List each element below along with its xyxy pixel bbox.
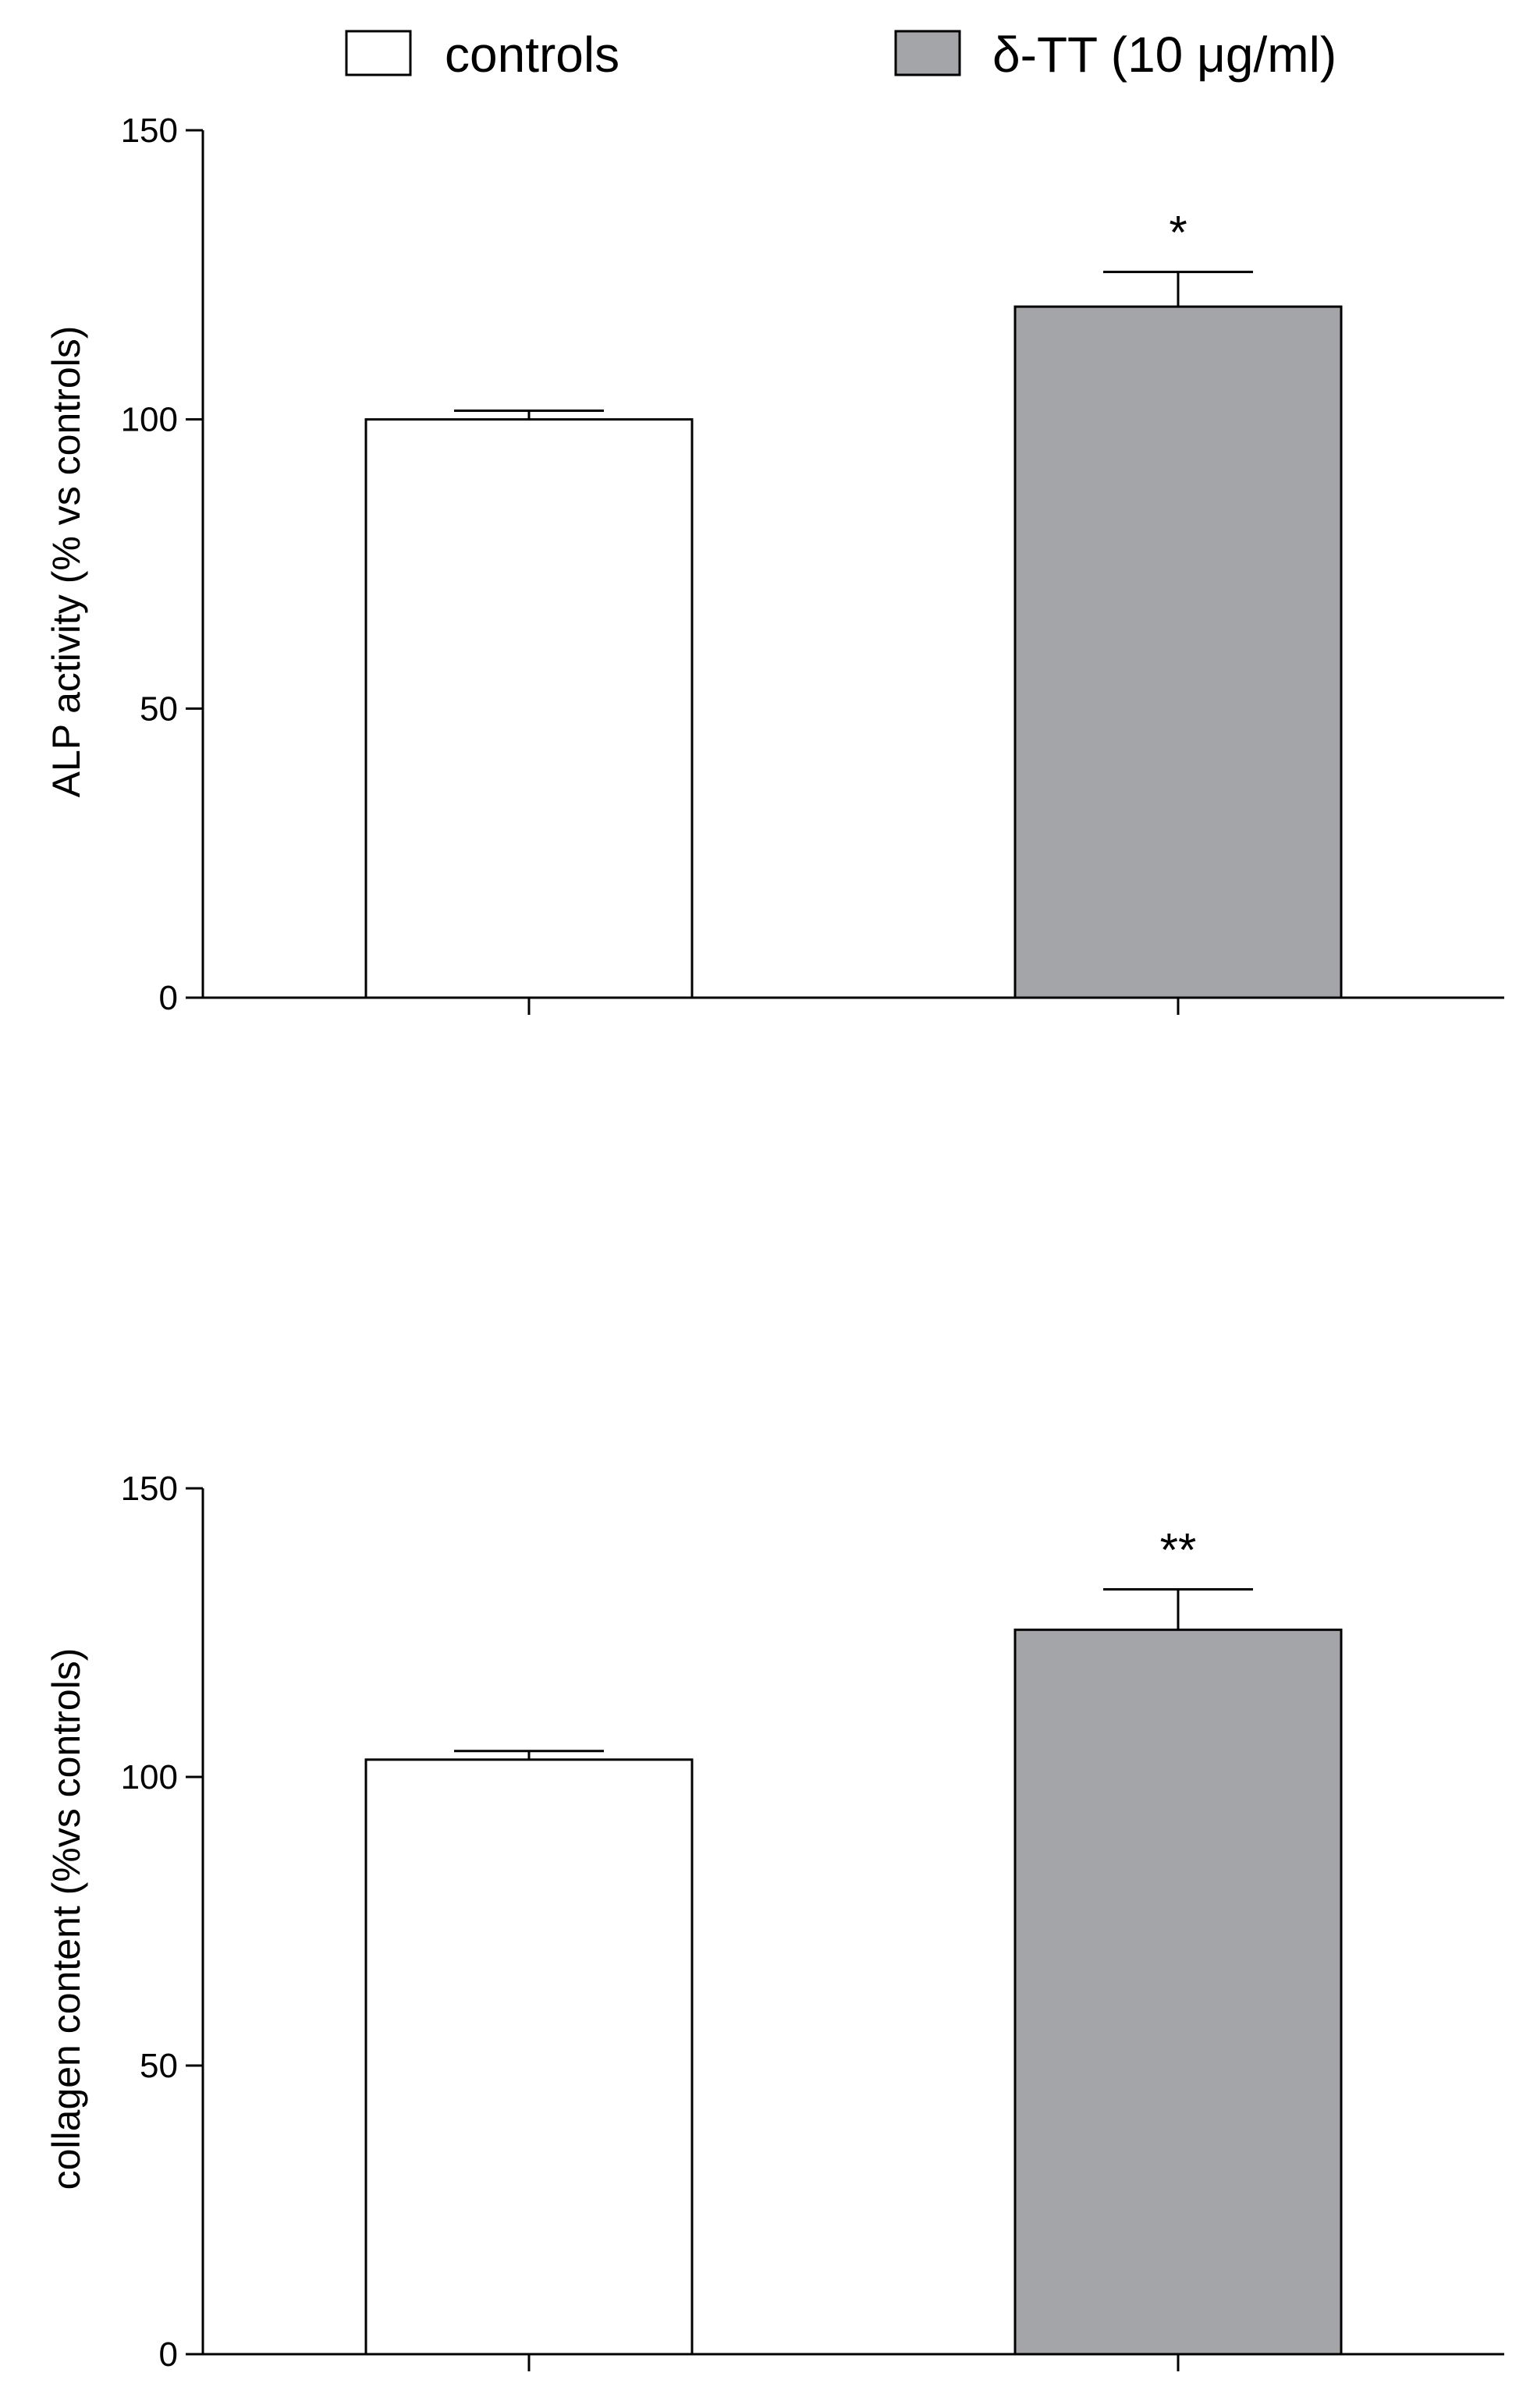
- bar-dtt: [1013, 1628, 1343, 2356]
- bar-controls: [364, 418, 694, 999]
- collagen-content-chart: collagen content (%vs controls) 0 50 100 15…: [44, 1470, 1504, 2374]
- y-tick-label: 100: [121, 401, 178, 439]
- significance-marker: **: [1160, 1524, 1197, 1576]
- significance-marker: *: [1169, 207, 1187, 259]
- legend: controls δ-TT (10 μg/ml): [345, 27, 1336, 83]
- alp-activity-chart: ALP activity (% vs controls) 0 50 100 150 *: [44, 112, 1504, 1017]
- y-axis-title: ALP activity (% vs controls): [44, 326, 88, 798]
- y-tick-label: 50: [140, 690, 178, 728]
- legend-label-controls: controls: [445, 27, 619, 83]
- y-tick-label: 150: [121, 1470, 178, 1508]
- legend-swatch-dtt: [894, 30, 961, 76]
- y-axis-title: collagen content (%vs controls): [44, 1648, 88, 2190]
- legend-label-dtt: δ-TT (10 μg/ml): [992, 27, 1336, 83]
- y-tick-label: 150: [121, 112, 178, 150]
- y-tick-label: 0: [159, 979, 178, 1017]
- y-tick-label: 50: [140, 2047, 178, 2085]
- y-tick-label: 100: [121, 1758, 178, 1796]
- bar-dtt: [1013, 305, 1343, 999]
- y-tick-label: 0: [159, 2335, 178, 2374]
- legend-swatch-controls: [345, 30, 412, 76]
- bar-controls: [364, 1758, 694, 2356]
